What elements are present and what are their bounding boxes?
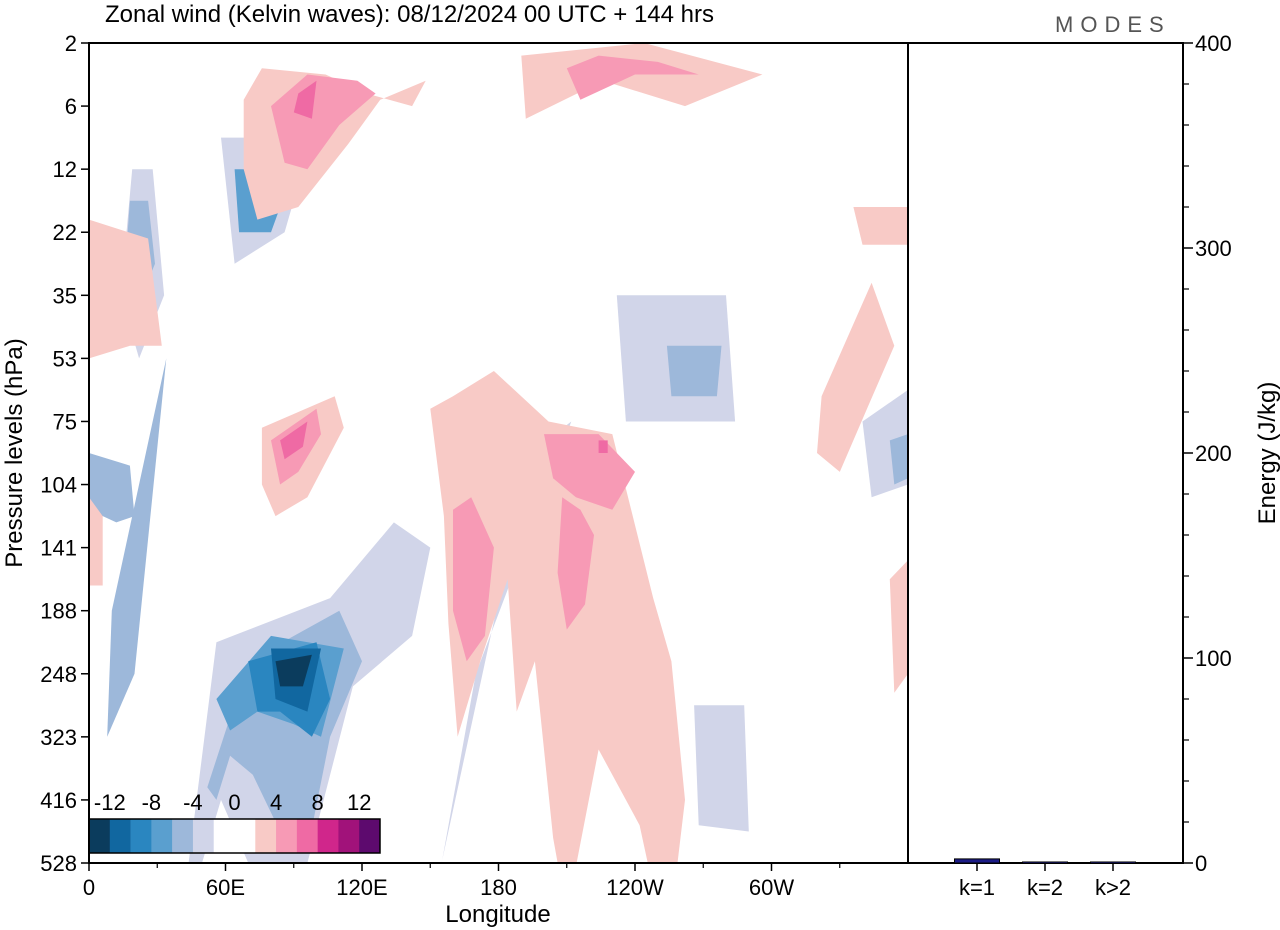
energy-tick-label: 200 — [1195, 441, 1232, 466]
contour-region — [557, 497, 594, 630]
contour-region — [89, 219, 162, 359]
x-tick-label: 60W — [749, 875, 794, 900]
bar-label: k=1 — [959, 875, 995, 900]
contour-region — [853, 207, 908, 245]
contour-region — [521, 43, 763, 119]
y-tick-label: 2 — [65, 31, 77, 56]
colorbar-swatch — [109, 819, 131, 853]
energy-axis-title: Energy (J/kg) — [1254, 382, 1280, 525]
y-tick-label: 141 — [40, 536, 77, 561]
colorbar-label: 0 — [228, 790, 240, 815]
y-tick-label: 75 — [53, 409, 77, 434]
colorbar-label: 8 — [311, 790, 323, 815]
y-tick-label: 53 — [53, 346, 77, 371]
x-tick-label: 120W — [606, 875, 664, 900]
y-tick-label: 104 — [40, 473, 77, 498]
contour-region — [453, 497, 494, 662]
contour-region — [293, 80, 317, 119]
colorbar-swatch — [317, 819, 339, 853]
colorbar-label: 12 — [347, 790, 371, 815]
chart-title: Zonal wind (Kelvin waves): 08/12/2024 00… — [105, 1, 714, 28]
colorbar: -12 -8 -4 0 4 8 12 — [88, 790, 381, 854]
y-tick-label: 22 — [53, 220, 77, 245]
colorbar-swatch — [296, 819, 318, 853]
x-tick-label: 120E — [336, 875, 387, 900]
contour-region — [666, 345, 722, 397]
contour-region — [598, 440, 608, 453]
y-axis: 2 6 12 22 35 53 75 104 141 188 248 323 416 528 — [40, 31, 89, 876]
colorbar-swatch — [151, 819, 173, 853]
colorbar-swatch — [89, 819, 111, 853]
contour-region — [89, 453, 135, 523]
contour-region — [566, 55, 699, 100]
contour-region — [280, 421, 308, 460]
y-tick-label: 35 — [53, 283, 77, 308]
colorbar-swatch — [192, 819, 215, 853]
y-tick-label: 416 — [40, 788, 77, 813]
energy-tick-label: 300 — [1195, 236, 1232, 261]
x-tick-label: 0 — [83, 875, 95, 900]
contour-region — [889, 560, 908, 693]
energy-tick-label: 100 — [1195, 646, 1232, 671]
contour-region — [275, 654, 312, 687]
y-tick-label: 188 — [40, 599, 77, 624]
contour-region — [544, 434, 635, 510]
modes-logo: MODES — [1055, 12, 1171, 37]
colorbar-swatch — [130, 819, 152, 853]
bar-label: k>2 — [1095, 875, 1131, 900]
y-axis-title: Pressure levels (hPa) — [1, 338, 28, 567]
contour-region — [271, 74, 376, 170]
colorbar-swatch — [338, 819, 360, 853]
colorbar-swatch — [172, 819, 194, 853]
x-tick-label: 180 — [480, 875, 517, 900]
colorbar-swatch — [255, 819, 277, 853]
energy-tick-label: 400 — [1195, 31, 1232, 56]
y-tick-label: 12 — [53, 157, 77, 182]
x-axis-title: Longitude — [445, 901, 550, 928]
colorbar-label: -12 — [94, 790, 126, 815]
contour-region — [89, 497, 103, 586]
colorbar-swatch — [213, 819, 235, 853]
contour-region — [694, 705, 749, 832]
contour-field — [89, 43, 908, 863]
colorbar-swatch — [234, 819, 256, 853]
y-tick-label: 248 — [40, 662, 77, 687]
colorbar-swatch — [276, 819, 298, 853]
contour-region — [817, 282, 895, 472]
colorbar-swatch — [359, 819, 381, 853]
y-tick-label: 323 — [40, 725, 77, 750]
y-tick-label: 6 — [65, 94, 77, 119]
energy-tick-label: 0 — [1195, 851, 1207, 876]
colorbar-label: -4 — [183, 790, 203, 815]
bar-label: k=2 — [1027, 875, 1063, 900]
energy-bar — [954, 858, 1000, 864]
energy-panel: 0 100 200 300 400 k=1 k=2 k>2 — [954, 31, 1232, 900]
y-tick-label: 528 — [40, 851, 77, 876]
energy-frame — [907, 42, 1184, 864]
colorbar-label: -8 — [142, 790, 162, 815]
colorbar-label: 4 — [270, 790, 282, 815]
contour-region — [889, 434, 908, 485]
x-tick-label: 60E — [206, 875, 245, 900]
contour-region — [107, 358, 167, 737]
x-axis: 0 60E 120E 180 120W 60W — [83, 863, 841, 900]
